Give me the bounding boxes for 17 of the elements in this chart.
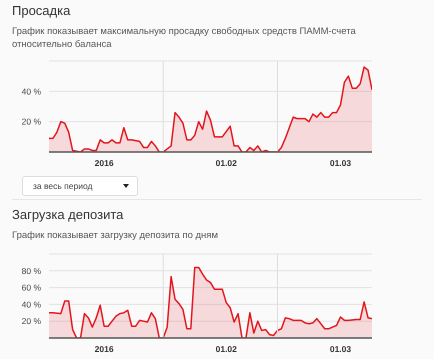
y-tick-label: 40 % — [22, 86, 42, 96]
chart-subtitle: График показывает максимальную просадку свободных средств ПАММ-счета относительно баланса — [12, 25, 357, 51]
y-tick-label: 80 % — [22, 266, 42, 276]
x-tick-label: 01.03 — [330, 344, 352, 354]
chart-title: Просадка — [12, 2, 72, 20]
y-tick-label: 20 % — [22, 316, 42, 326]
x-tick-label: 01.02 — [216, 158, 238, 168]
y-tick-label: 20 % — [22, 116, 42, 127]
y-tick-label: 60 % — [22, 282, 42, 293]
x-tick-label: 01.03 — [330, 158, 352, 168]
x-tick-label: 01.02 — [216, 344, 238, 354]
x-tick-label: 2016 — [94, 344, 114, 354]
y-tick-label: 40 % — [22, 299, 42, 310]
period-dropdown: за весь период — [22, 176, 138, 196]
x-tick-label: 2016 — [94, 158, 114, 168]
chart-title: Загрузка депозита — [12, 206, 124, 224]
chart-subtitle: График показывает загрузку депозита по дням — [12, 229, 219, 242]
